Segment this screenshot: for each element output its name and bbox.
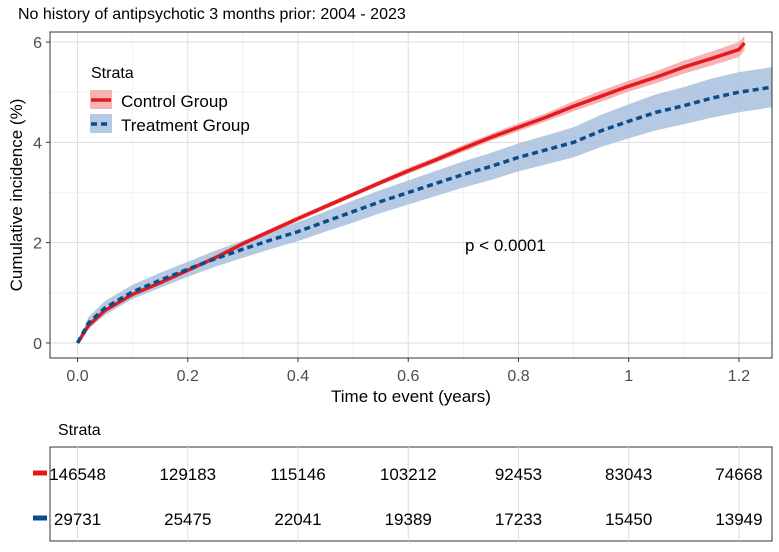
risk-count: 92453 (495, 465, 542, 484)
legend: Strata Control Group Treatment Group (90, 65, 250, 135)
risk-count: 129183 (159, 465, 216, 484)
y-tick-label: 2 (33, 236, 42, 253)
risk-count: 15450 (605, 510, 652, 529)
x-tick-label: 1 (624, 368, 633, 385)
x-axis-title: Time to event (years) (331, 387, 491, 406)
x-tick-label: 0.6 (397, 368, 419, 385)
y-tick-label: 4 (33, 135, 42, 152)
risk-count: 29731 (54, 510, 101, 529)
confidence-bands (77, 35, 772, 343)
x-tick-label: 0.4 (287, 368, 309, 385)
risk-count: 83043 (605, 465, 652, 484)
y-tick-label: 0 (33, 336, 42, 353)
plot-panel-border (49, 31, 773, 359)
risk-count: 74668 (715, 465, 762, 484)
risk-count: 17233 (495, 510, 542, 529)
x-tick-label: 0.8 (507, 368, 529, 385)
p-value-annotation: p < 0.0001 (465, 236, 546, 255)
y-tick-label: 6 (33, 35, 42, 52)
y-axis-title: Cumulative incidence (%) (7, 99, 26, 292)
risk-table-title: Strata (58, 422, 101, 439)
confidence-band-series-2 (77, 67, 772, 343)
series-line-1 (76, 41, 746, 344)
x-axis-ticks: 0.0 0.2 0.4 0.6 0.8 1 1.2 (66, 358, 750, 385)
x-tick-label: 0.2 (177, 368, 199, 385)
risk-count: 146548 (49, 465, 106, 484)
risk-count: 115146 (270, 465, 325, 484)
legend-label: Treatment Group (121, 116, 250, 135)
legend-label: Control Group (121, 92, 228, 111)
minor-gridlines (50, 32, 772, 358)
series-line-2 (76, 85, 773, 344)
major-gridlines (50, 32, 772, 358)
x-tick-label: 1.2 (728, 368, 750, 385)
risk-table: Strata 146548 129183 115146 103212 92453 8304… (33, 422, 773, 542)
risk-table-border (49, 446, 773, 542)
confidence-band-series-1 (77, 35, 745, 343)
x-tick-label: 0.0 (66, 368, 88, 385)
risk-count: 19389 (385, 510, 432, 529)
risk-count: 22041 (274, 510, 321, 529)
chart-title: No history of antipsychotic 3 months pri… (18, 6, 406, 23)
legend-title: Strata (91, 65, 134, 82)
y-axis-ticks: 0 2 4 6 (33, 35, 50, 353)
risk-count: 25475 (164, 510, 211, 529)
risk-count: 13949 (715, 510, 762, 529)
risk-count: 103212 (380, 465, 437, 484)
series-lines (76, 41, 773, 344)
